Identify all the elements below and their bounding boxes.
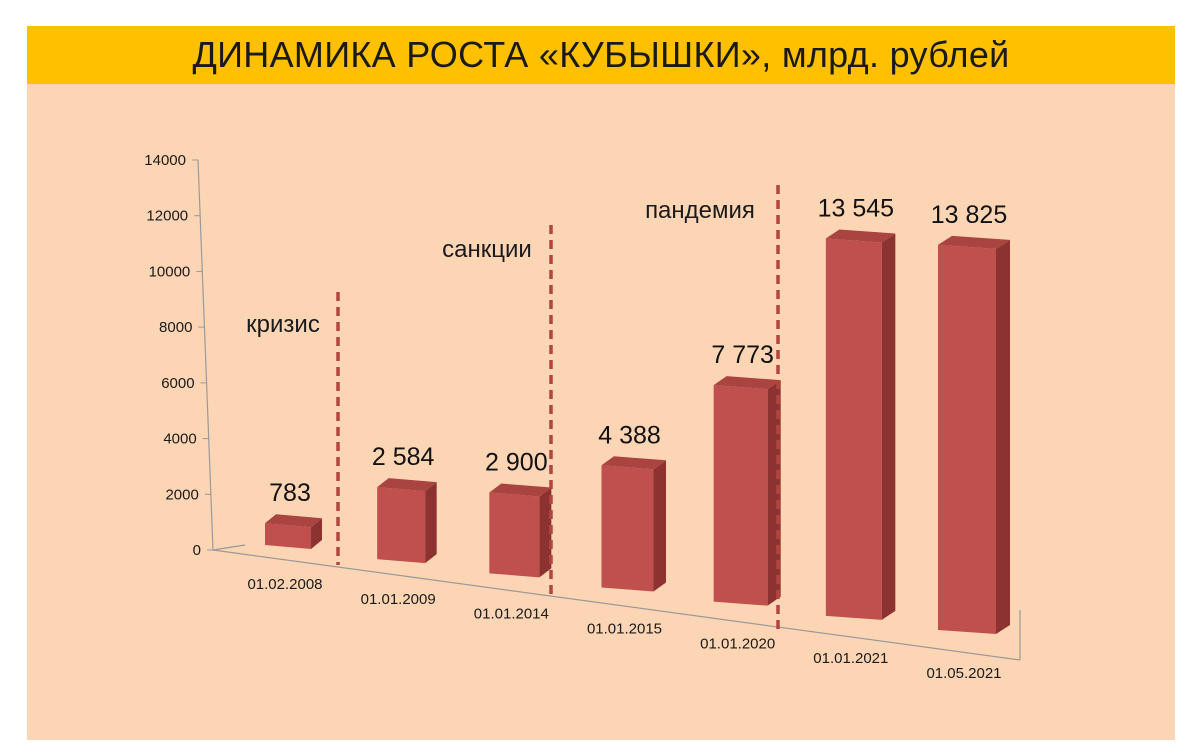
- y-axis-line: [197, 159, 214, 551]
- data-label: 2 900: [485, 449, 548, 477]
- category-label: 01.01.2021: [813, 650, 888, 667]
- category-label: 01.01.2009: [361, 591, 436, 608]
- event-label: кризис: [246, 311, 320, 338]
- data-label: 13 545: [818, 195, 894, 223]
- category-label: 01.05.2021: [926, 665, 1001, 682]
- data-label: 2 584: [372, 443, 435, 471]
- data-label: 7 773: [711, 341, 774, 369]
- floor-depth-line: [212, 544, 246, 551]
- y-tick-label: 12000: [146, 208, 188, 225]
- data-label: 13 825: [931, 201, 1007, 229]
- y-tick-label: 14000: [144, 152, 186, 169]
- y-tick-label: 2000: [165, 486, 198, 503]
- bar-top: [377, 478, 437, 492]
- bar-side: [881, 233, 896, 620]
- bar-side: [653, 460, 666, 592]
- bar-top: [489, 483, 552, 497]
- y-tick-label: 8000: [159, 319, 192, 336]
- data-label: 4 388: [598, 421, 661, 449]
- bar-top: [265, 514, 322, 528]
- bar-front: [938, 244, 996, 634]
- bar-top: [713, 376, 781, 390]
- bar-front: [713, 385, 768, 606]
- y-tick-label: 4000: [163, 431, 196, 448]
- category-label: 01.01.2014: [474, 606, 549, 623]
- bar-front: [377, 487, 426, 564]
- bar-top: [825, 229, 896, 243]
- bar-front: [489, 492, 540, 578]
- y-tick-label: 6000: [161, 375, 194, 392]
- y-tick-label: 10000: [149, 263, 191, 280]
- bar-side: [311, 518, 322, 549]
- bar-front: [601, 465, 654, 592]
- y-tick-label: 0: [193, 542, 201, 559]
- event-label: санкции: [442, 236, 532, 263]
- bar-side: [425, 482, 437, 564]
- data-label: 783: [269, 479, 311, 507]
- x-axis-line: [212, 549, 1021, 661]
- event-label: пандемия: [645, 197, 755, 224]
- bar-top: [601, 456, 666, 470]
- bar-side: [539, 487, 552, 578]
- chart-title: ДИНАМИКА РОСТА «КУБЫШКИ», млрд. рублей: [192, 34, 1010, 75]
- category-label: 01.02.2008: [247, 576, 322, 593]
- category-label: 01.01.2015: [587, 621, 662, 638]
- bar-front: [265, 523, 311, 549]
- bar-side: [996, 239, 1010, 634]
- bar-top: [938, 235, 1010, 249]
- title-bar: ДИНАМИКА РОСТА «КУБЫШКИ», млрд. рублей: [27, 26, 1175, 84]
- bar-front: [825, 238, 882, 620]
- category-label: 01.01.2020: [700, 635, 775, 652]
